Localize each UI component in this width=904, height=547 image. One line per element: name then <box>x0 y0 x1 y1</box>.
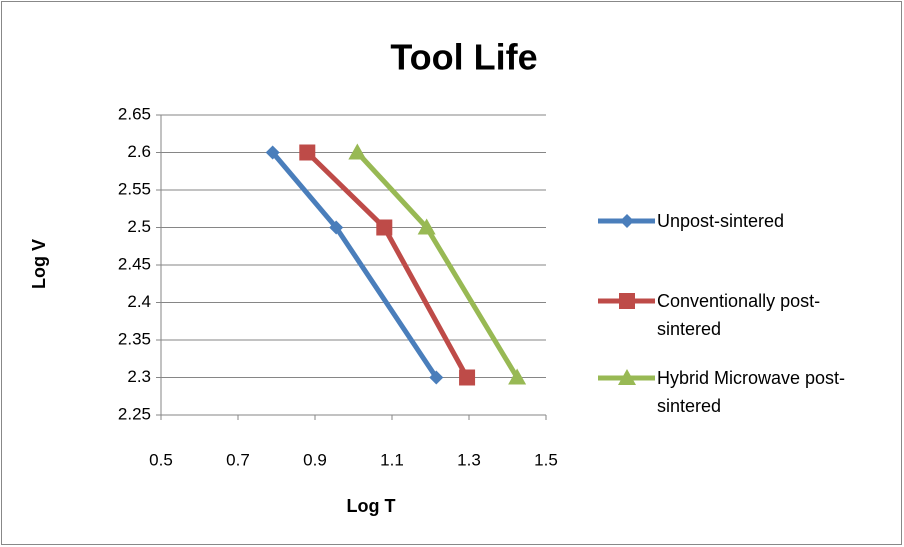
y-tick-label: 2.55 <box>118 179 151 198</box>
marker <box>459 369 476 386</box>
legend-label: Conventionally post-sintered <box>657 291 821 339</box>
y-tick-label: 2.25 <box>118 404 151 423</box>
y-tick-label: 2.35 <box>118 329 151 348</box>
legend-label: Hybrid Microwave post-sintered <box>657 368 846 416</box>
marker <box>429 370 444 385</box>
x-tick-label: 0.5 <box>149 450 173 469</box>
x-tick-label: 1.5 <box>534 450 558 469</box>
marker <box>265 145 280 160</box>
y-tick-label: 2.5 <box>127 217 151 236</box>
y-tick-label: 2.45 <box>118 254 151 273</box>
x-axis-label: Log T <box>347 496 396 516</box>
x-tick-label: 0.9 <box>303 450 327 469</box>
x-tick-label: 1.1 <box>380 450 404 469</box>
marker <box>417 218 436 235</box>
marker <box>348 143 367 160</box>
marker <box>299 144 316 161</box>
legend-marker <box>619 293 635 309</box>
x-tick-label: 1.3 <box>457 450 481 469</box>
y-axis-label: Log V <box>29 239 49 289</box>
y-tick-label: 2.65 <box>118 104 151 123</box>
x-tick-label: 0.7 <box>226 450 250 469</box>
y-tick-label: 2.3 <box>127 367 151 386</box>
marker <box>508 368 527 385</box>
chart-title: Tool Life <box>390 37 537 78</box>
legend-label: Unpost-sintered <box>657 211 785 231</box>
y-tick-label: 2.6 <box>127 142 151 161</box>
marker <box>376 219 393 236</box>
marker <box>329 220 344 235</box>
y-tick-label: 2.4 <box>127 292 151 311</box>
legend-marker <box>620 214 634 228</box>
legend-marker <box>618 369 636 385</box>
